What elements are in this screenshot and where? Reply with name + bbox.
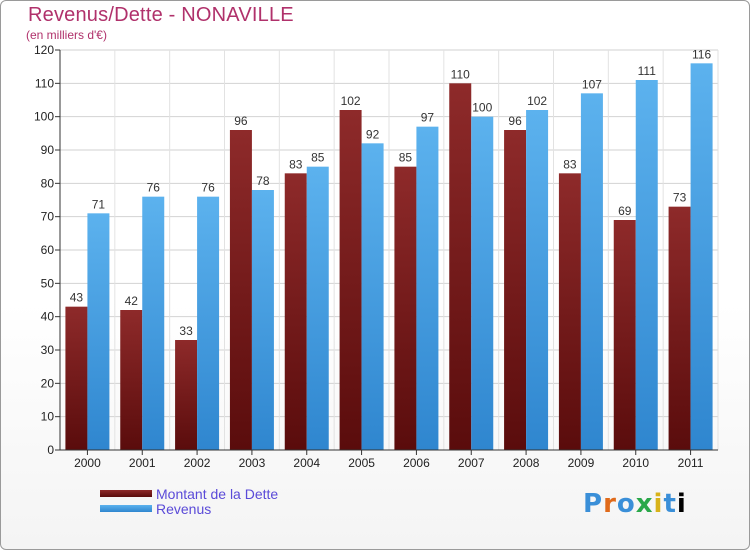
debt-value-label: 110 [451,67,470,81]
grid [59,49,719,451]
debt-bar [558,173,581,451]
revenus-bar [580,93,603,450]
x-tick-label: 2011 [678,456,704,470]
revenus-value-label: 100 [472,101,492,115]
bars [65,63,713,451]
debt-bar [284,173,307,451]
debt-value-label: 43 [70,291,84,305]
revenus-bar [690,63,713,450]
revenus-bar [142,196,165,450]
revenus-value-label: 92 [366,127,380,141]
debt-value-label: 102 [341,94,361,108]
legend-label-debt: Montant de la Dette [156,485,279,502]
revenus-bar [471,116,494,451]
x-tick-label: 2002 [184,456,211,470]
x-tick-label: 2003 [239,456,266,470]
debt-bar [65,306,88,450]
x-tick-label: 2009 [568,456,595,470]
x-tick-label: 2005 [348,456,375,470]
y-tick-label: 90 [41,143,55,157]
x-tick-label: 2000 [74,456,101,470]
y-tick-label: 60 [41,243,55,257]
y-tick-label: 0 [47,443,54,457]
debt-value-label: 85 [399,151,413,165]
debt-bar [504,130,527,450]
debt-bar [339,110,362,450]
y-tick-label: 50 [41,276,55,290]
x-tick-label: 2007 [458,456,485,470]
logo-letter: t [663,489,677,519]
debt-value-label: 96 [234,114,248,128]
data-labels: 43 71 42 76 33 76 96 78 83 85 102 92 85 97 110 100 96 102… [70,47,712,338]
debt-bar [668,206,691,450]
y-tick-label: 120 [34,43,54,57]
revenus-bar [197,196,220,450]
debt-bar [229,130,252,450]
x-tick-label: 2004 [293,456,320,470]
debt-value-label: 96 [508,114,522,128]
revenus-value-label: 111 [638,64,657,78]
legend: Montant de la Dette Revenus [100,485,279,517]
logo-letter: r [603,489,617,519]
legend-label-revenus: Revenus [156,500,212,517]
debt-bar [394,166,417,450]
debt-value-label: 83 [289,157,303,171]
x-tick-label: 2008 [513,456,540,470]
revenus-value-label: 78 [256,174,270,188]
logo-letter: o [616,489,636,519]
debt-value-label: 73 [673,191,687,205]
logo-letter: i [676,489,687,519]
revenus-value-label: 76 [147,181,161,195]
chart-subtitle: (en milliers d'€) [26,28,107,42]
x-tick-label: 2001 [129,456,156,470]
y-tick-label: 70 [41,210,55,224]
revenus-value-label: 107 [582,77,602,91]
revenus-bar [87,213,110,450]
logo-letter: P [583,489,604,519]
revenus-bar [635,80,658,450]
debt-value-label: 83 [563,157,577,171]
revenus-value-label: 97 [421,111,435,125]
x-tick-label: 2010 [622,456,649,470]
revenus-bar [306,166,329,450]
legend-item-revenus: Revenus [100,500,278,517]
logo-letter: i [653,489,664,519]
debt-value-label: 69 [618,204,632,218]
revenus-value-label: 71 [92,197,106,211]
y-tick-label: 30 [41,343,55,357]
revenus-bar [251,190,274,450]
y-tick-label: 40 [41,310,55,324]
proxiti-logo: Proxiti [583,489,687,519]
revenus-value-label: 85 [311,151,325,165]
axes: 0 10 20 30 40 50 60 70 80 90 100 110 120 2000 2001 2002… [34,43,718,470]
revenus-bar [361,143,384,451]
debt-bar [175,340,198,450]
y-tick-label: 110 [35,76,54,90]
revenus-value-label: 102 [527,94,547,108]
debt-bar [613,220,636,450]
revenus-value-label: 76 [201,181,215,195]
debt-value-label: 33 [179,324,193,338]
logo-letter: x [635,489,654,519]
x-tick-label: 2006 [403,456,430,470]
y-tick-label: 10 [41,410,55,424]
legend-item-debt: Montant de la Dette [100,485,279,502]
y-tick-label: 20 [41,376,55,390]
y-tick-label: 100 [34,110,54,124]
revenus-value-label: 116 [692,47,711,61]
revenus-bar [416,126,439,451]
legend-swatch-revenus [100,505,152,512]
y-tick-label: 80 [41,176,55,190]
debt-bar [449,83,472,450]
chart-title: Revenus/Dette - NONAVILLE [28,4,294,26]
debt-value-label: 42 [125,294,139,308]
debt-bar [120,310,143,450]
revenus-bar [526,110,549,450]
legend-swatch-debt [100,490,152,497]
